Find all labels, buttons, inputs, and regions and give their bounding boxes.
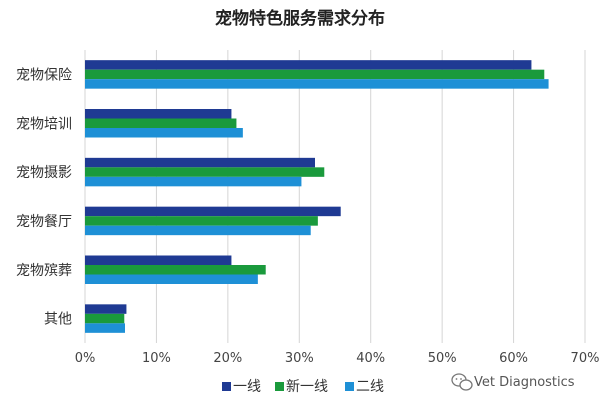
legend-swatch — [345, 382, 354, 391]
x-tick-label: 40% — [356, 351, 385, 366]
category-label: 宠物保险 — [16, 67, 72, 83]
x-axis-ticks: 0% 10% 20% 30% 40% 50% 60% 70% — [75, 351, 600, 366]
category-label: 其他 — [44, 312, 72, 328]
bar — [85, 60, 532, 70]
bar — [85, 128, 243, 138]
x-tick-label: 10% — [142, 351, 171, 366]
legend-swatch — [222, 382, 231, 391]
bar — [85, 225, 311, 236]
bar — [85, 274, 258, 284]
x-tick-label: 50% — [428, 351, 457, 366]
category-label: 宠物摄影 — [16, 165, 72, 181]
bar — [85, 118, 237, 128]
bar — [85, 109, 232, 119]
bar — [85, 255, 232, 265]
bar — [85, 265, 266, 275]
legend-label: 一线 — [233, 379, 261, 395]
x-tick-label: 30% — [285, 351, 314, 366]
category-label: 宠物餐厅 — [16, 214, 72, 230]
bar — [85, 206, 341, 217]
legend-label: 二线 — [356, 379, 384, 395]
bars — [85, 60, 549, 333]
bar — [85, 304, 127, 314]
bar — [85, 216, 318, 226]
watermark: Vet Diagnostics — [451, 373, 575, 391]
x-tick-label: 60% — [499, 351, 528, 366]
bar — [85, 79, 549, 89]
bar — [85, 157, 315, 168]
bar — [85, 176, 302, 187]
chart-title: 宠物特色服务需求分布 — [215, 8, 385, 29]
category-label: 宠物殡葬 — [16, 263, 72, 279]
x-tick-label: 0% — [75, 351, 96, 366]
x-tick-label: 20% — [213, 351, 242, 366]
bar — [85, 323, 125, 333]
legend-label: 新一线 — [286, 379, 328, 395]
legend: 一线 新一线 二线 — [222, 379, 384, 395]
grid-lines — [84, 50, 586, 343]
legend-swatch — [275, 382, 284, 391]
bar — [85, 167, 325, 177]
bar — [85, 69, 545, 80]
wechat-icon — [451, 373, 473, 391]
watermark-text: Vet Diagnostics — [474, 375, 575, 390]
category-label: 宠物培训 — [16, 116, 72, 132]
x-tick-label: 70% — [571, 351, 600, 366]
bar — [85, 313, 125, 324]
